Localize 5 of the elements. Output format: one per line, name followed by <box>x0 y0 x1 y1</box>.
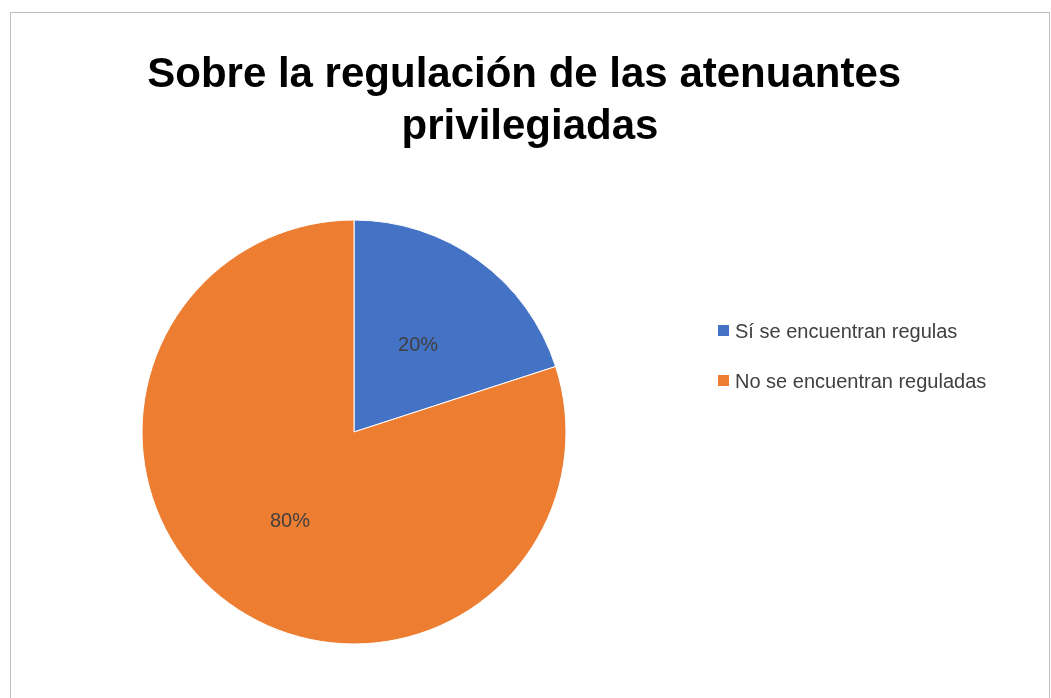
chart-title: Sobre la regulación de las atenuantes privilegiadas <box>147 48 913 148</box>
data-label: 80% <box>269 509 311 532</box>
legend-label: No se encuentran reguladas <box>735 369 987 392</box>
legend-label: Sí se encuentran regulas <box>735 319 958 342</box>
data-label: 20% <box>398 332 439 355</box>
